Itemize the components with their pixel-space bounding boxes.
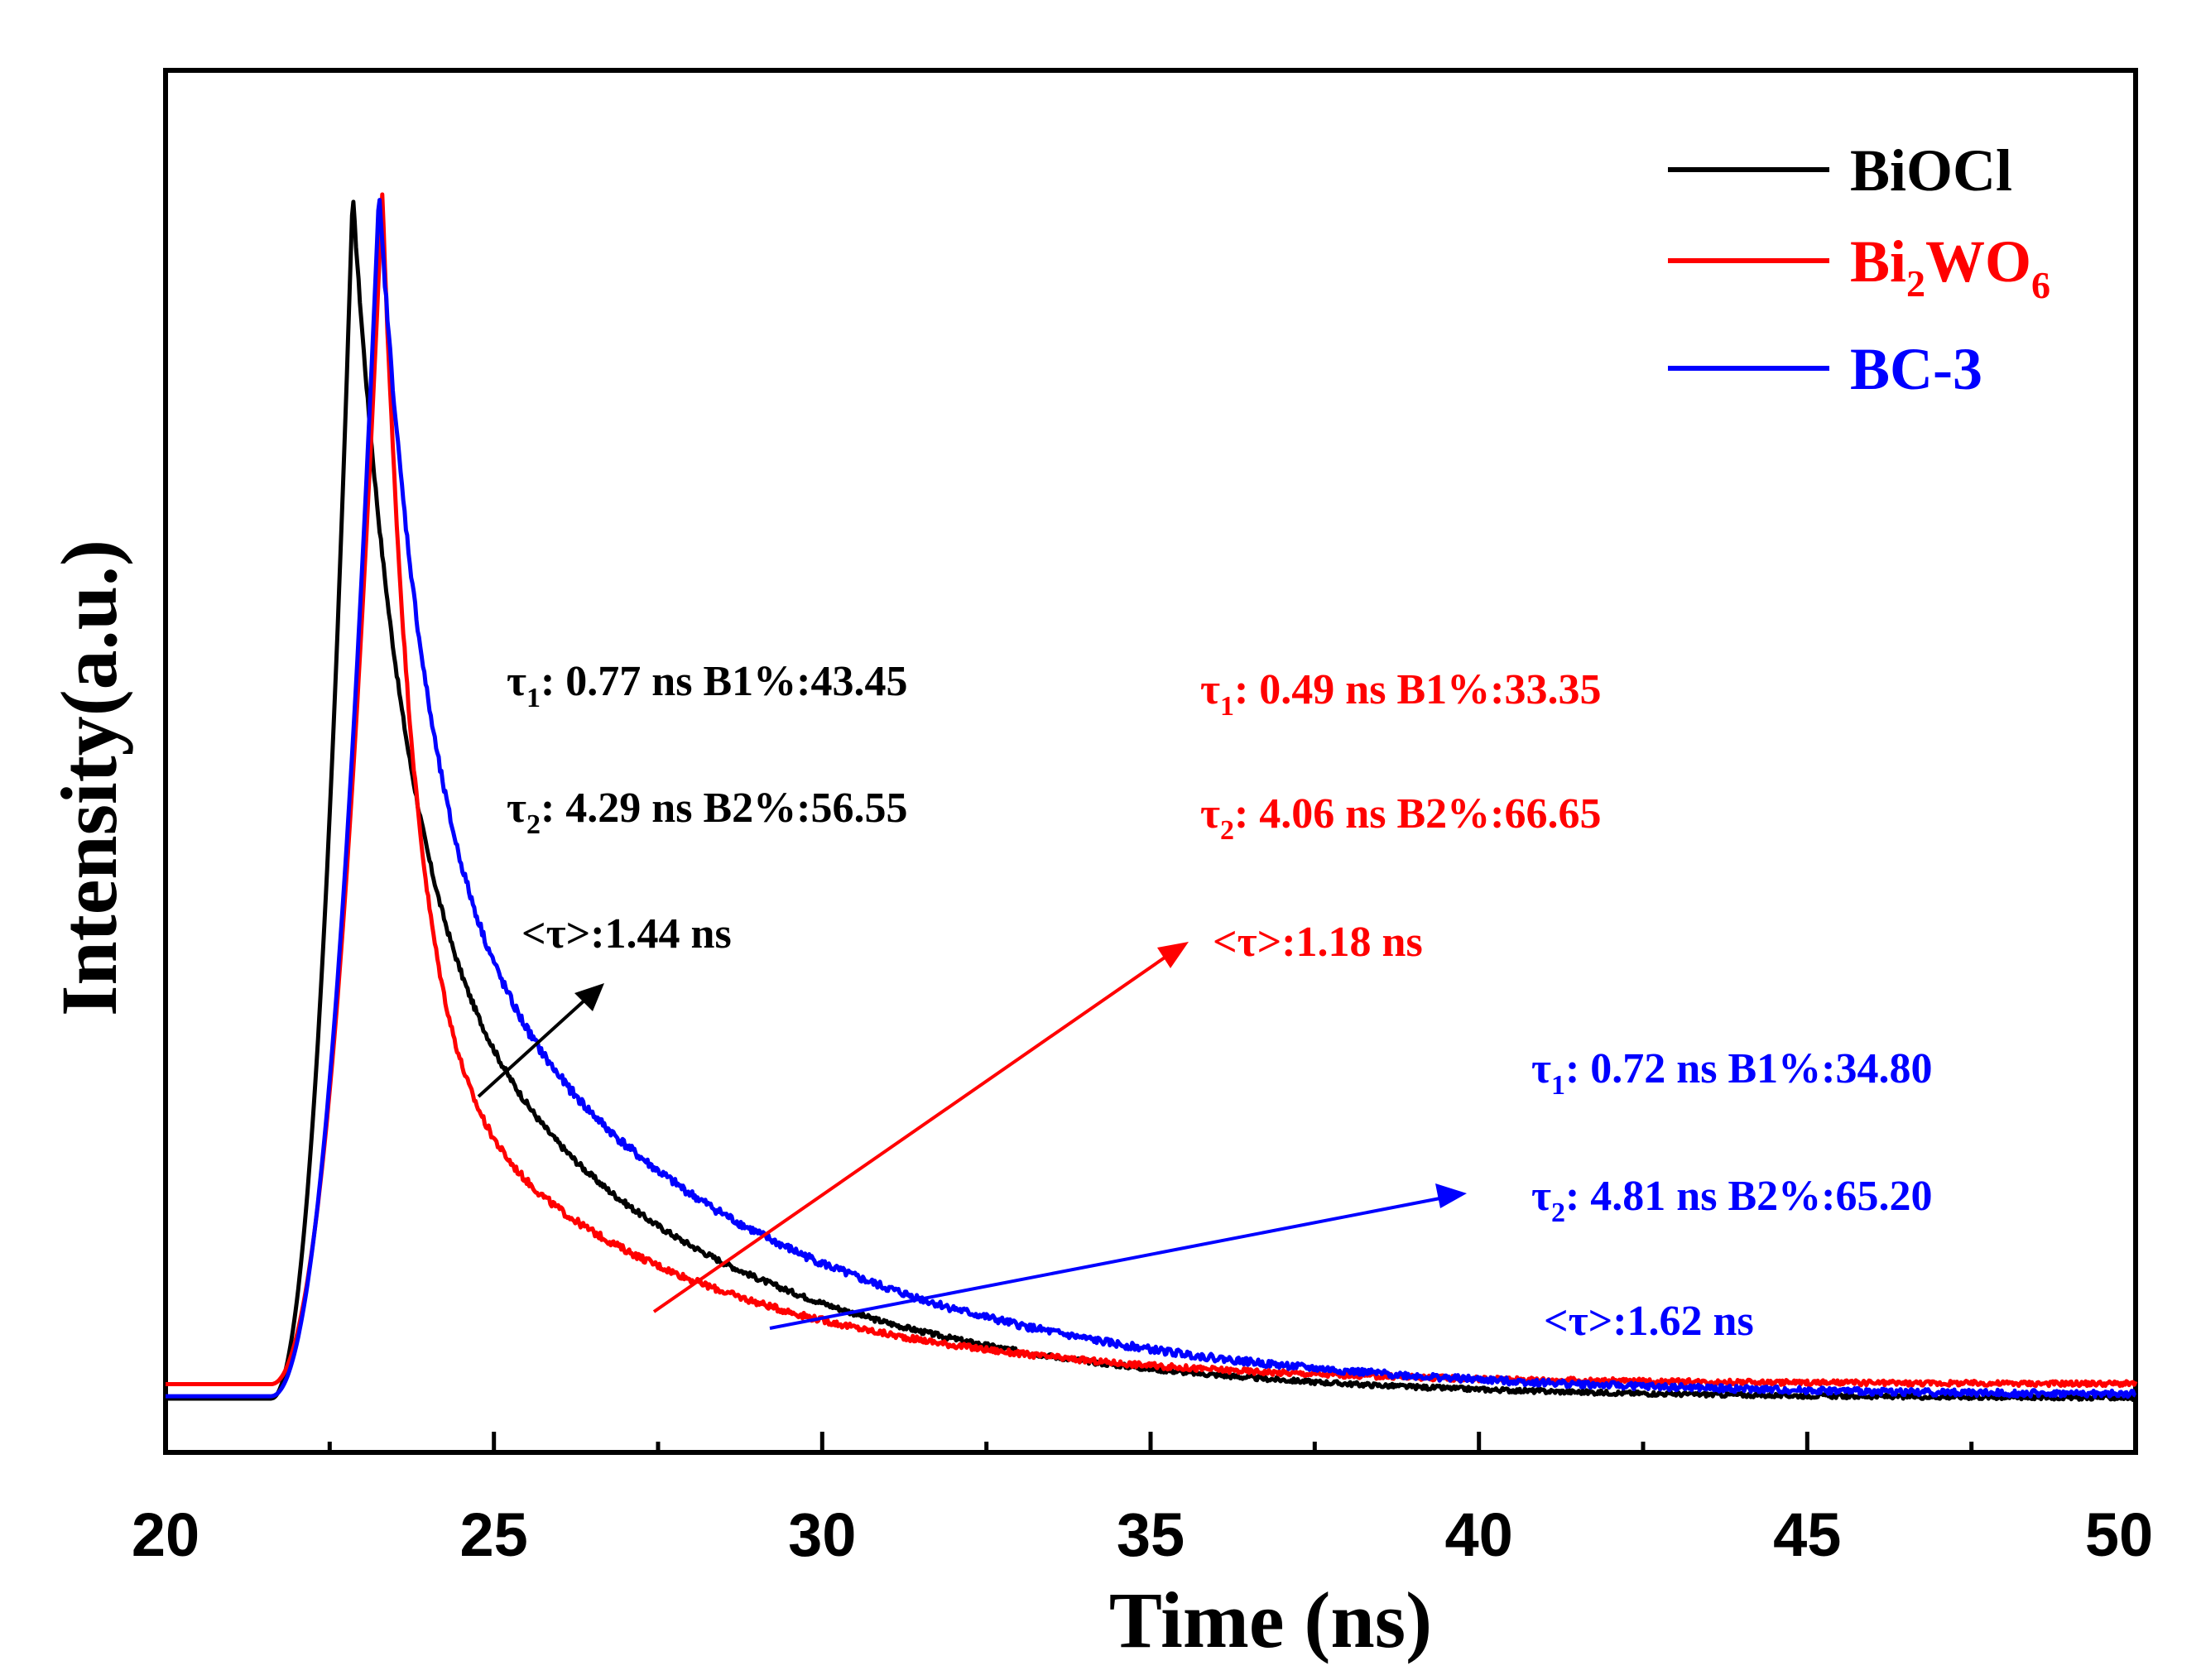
annotation-bi2wo6: τ1: 0.49 ns B1%:33.35 τ2: 4.06 ns B2%:66…: [1200, 666, 1601, 966]
tau-text: : 0.77 ns B1%:43.45: [541, 658, 907, 705]
x-tick-label: 30: [788, 1500, 856, 1569]
legend-text: Bi: [1850, 228, 1906, 295]
tau1-annotation-bi2wo6: τ1: 0.49 ns B1%:33.35: [1200, 666, 1601, 722]
tau-text: : 0.72 ns B1%:34.80: [1565, 1045, 1932, 1092]
series-line-bc3: [165, 198, 2137, 1399]
x-tick-label: 35: [1117, 1500, 1185, 1569]
legend-text: BiOCl: [1850, 137, 2012, 204]
series-line-biocl: [165, 199, 2137, 1402]
tau-text: : 4.81 ns B2%:65.20: [1565, 1173, 1932, 1220]
plot-frame: [163, 68, 2138, 1455]
series-line-bi2wo6: [165, 192, 2138, 1389]
y-axis-title: Intensity(a.u.): [45, 540, 133, 1016]
tau-symbol: τ: [1531, 1173, 1551, 1220]
tau-symbol: τ: [1531, 1045, 1551, 1092]
arrow-bi2wo6: [652, 948, 1177, 1313]
tau-subscript: 2: [1220, 815, 1234, 846]
x-tick-label: 50: [2085, 1500, 2153, 1569]
tau-text: : 4.06 ns B2%:66.65: [1234, 790, 1601, 838]
tau1-annotation-biocl: τ1: 0.77 ns B1%:43.45: [507, 658, 907, 713]
legend-label-bc3: BC-3: [1850, 336, 1982, 402]
series-curves: [165, 192, 2138, 1402]
x-tick-label: 40: [1445, 1500, 1513, 1569]
annotation-arrows: [477, 942, 1467, 1330]
arrowhead-biocl: [574, 983, 604, 1011]
tau-subscript: 1: [1220, 691, 1234, 722]
tau-subscript: 2: [526, 809, 541, 840]
tau2-annotation-biocl: τ2: 4.29 ns B2%:56.55: [507, 785, 907, 840]
arrow-biocl: [477, 990, 596, 1098]
tau-subscript: 1: [526, 683, 541, 713]
arrowhead-bc3: [1435, 1183, 1467, 1208]
tau2-annotation-bi2wo6: τ2: 4.06 ns B2%:66.65: [1200, 790, 1601, 846]
x-axis-title: Time (ns): [1109, 1576, 1432, 1664]
x-tick-label: 45: [1773, 1500, 1841, 1569]
tau-symbol: τ: [507, 785, 526, 832]
avg-lifetime-biocl: <τ>:1.44 ns: [521, 910, 732, 958]
tau-symbol: τ: [507, 658, 526, 705]
legend-subscript: 6: [2031, 264, 2050, 306]
legend-label-bi2wo6: Bi2WO6: [1850, 228, 2050, 306]
legend-text: BC-3: [1850, 336, 1982, 402]
tau-text: : 4.29 ns B2%:56.55: [541, 785, 907, 832]
x-tick-marks: [163, 1432, 2138, 1452]
tau-symbol: τ: [1200, 790, 1220, 838]
tau-subscript: 2: [1551, 1198, 1565, 1228]
legend-text: WO: [1925, 228, 2031, 295]
tau1-annotation-bc3: τ1: 0.72 ns B1%:34.80: [1531, 1045, 1932, 1101]
tau-subscript: 1: [1551, 1070, 1565, 1101]
tau-symbol: τ: [1200, 666, 1220, 713]
avg-lifetime-bc3: <τ>:1.62 ns: [1544, 1298, 1754, 1345]
arrowhead-bi2wo6: [1157, 942, 1189, 968]
x-tick-label: 20: [132, 1500, 199, 1569]
legend: BiOCl Bi2WO6 BC-3: [1668, 137, 2050, 402]
x-tick-label: 25: [460, 1500, 528, 1569]
x-tick-labels: 20 25 30 35 40 45 50: [132, 1500, 2153, 1569]
arrow-bc3: [769, 1195, 1449, 1330]
avg-lifetime-bi2wo6: <τ>:1.18 ns: [1213, 919, 1423, 966]
tau2-annotation-bc3: τ2: 4.81 ns B2%:65.20: [1531, 1173, 1932, 1228]
annotation-bc3: τ1: 0.72 ns B1%:34.80 τ2: 4.81 ns B2%:65…: [1531, 1045, 1932, 1345]
legend-subscript: 2: [1906, 262, 1925, 305]
tau-text: : 0.49 ns B1%:33.35: [1234, 666, 1601, 713]
legend-label-biocl: BiOCl: [1850, 137, 2012, 204]
annotation-biocl: τ1: 0.77 ns B1%:43.45 τ2: 4.29 ns B2%:56…: [507, 658, 907, 958]
